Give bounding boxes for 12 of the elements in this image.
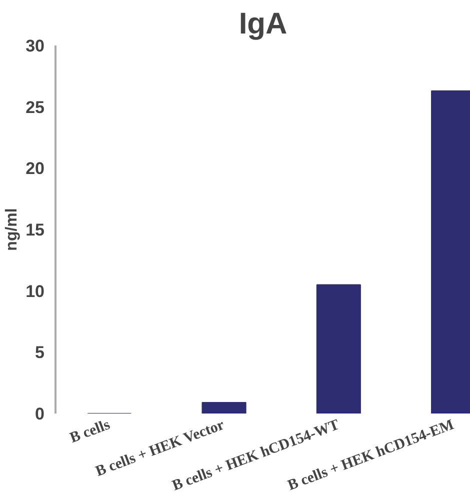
x-tick-label: B cells [68, 416, 112, 447]
y-tick-label: 25 [26, 98, 45, 117]
y-tick-label: 0 [35, 404, 45, 424]
y-tick-label: 10 [26, 282, 45, 301]
y-tick-label: 30 [26, 36, 45, 56]
y-axis-title: ng/ml [4, 208, 21, 251]
bar [202, 402, 246, 414]
y-tick-label: 15 [26, 220, 45, 240]
y-tick-label: 20 [26, 159, 45, 178]
chart-title: IgA [238, 8, 288, 40]
y-tick-label: 5 [35, 343, 45, 362]
bar [316, 284, 361, 414]
